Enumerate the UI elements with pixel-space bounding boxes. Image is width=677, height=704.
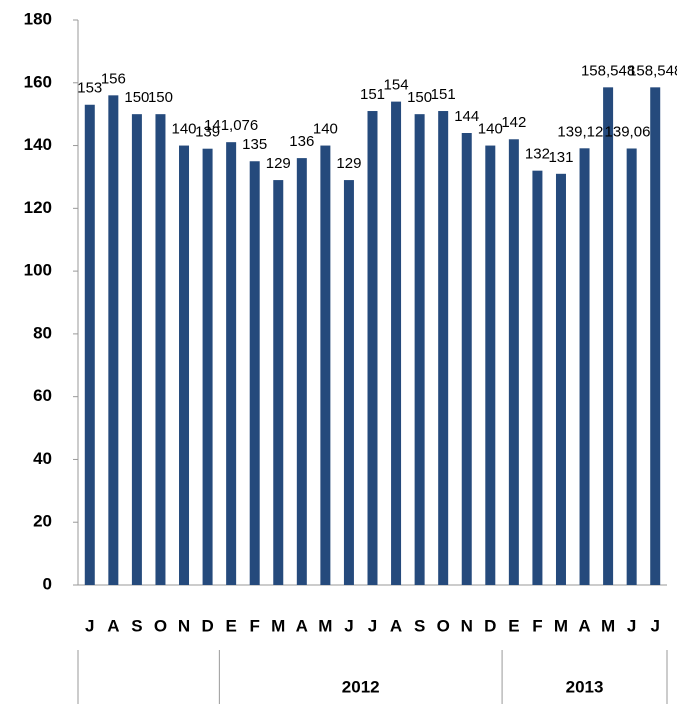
bar bbox=[320, 145, 331, 586]
value-label: 156 bbox=[101, 70, 126, 87]
x-tick-label: O bbox=[437, 616, 450, 635]
bar bbox=[273, 180, 284, 586]
value-label: 153 bbox=[77, 80, 102, 97]
value-label: 150 bbox=[407, 89, 432, 106]
value-label: 158,548 bbox=[628, 62, 677, 79]
bar bbox=[155, 114, 166, 586]
x-tick-label: D bbox=[484, 616, 496, 635]
bar bbox=[131, 114, 142, 586]
group-label: 2012 bbox=[342, 677, 380, 696]
value-label: 136 bbox=[289, 133, 314, 150]
x-tick-label: A bbox=[296, 616, 308, 635]
bar bbox=[438, 111, 449, 586]
value-label: 139,124 bbox=[557, 123, 611, 140]
value-label: 129 bbox=[266, 155, 291, 172]
bar bbox=[202, 148, 213, 585]
value-label: 158,548 bbox=[581, 62, 635, 79]
value-label: 141,076 bbox=[204, 117, 258, 134]
x-tick-label: D bbox=[201, 616, 213, 635]
value-label: 140 bbox=[313, 121, 338, 138]
x-tick-label: F bbox=[532, 616, 542, 635]
value-label: 154 bbox=[384, 77, 409, 94]
bar bbox=[296, 158, 307, 585]
value-label: 150 bbox=[124, 89, 149, 106]
value-label: 135 bbox=[242, 136, 267, 153]
x-tick-label: O bbox=[154, 616, 167, 635]
value-label: 139,064 bbox=[605, 123, 659, 140]
y-tick-label: 20 bbox=[33, 512, 52, 531]
x-tick-label: J bbox=[344, 616, 353, 635]
x-tick-label: E bbox=[225, 616, 236, 635]
x-tick-label: M bbox=[554, 616, 568, 635]
bar bbox=[579, 148, 590, 585]
bar bbox=[226, 142, 237, 586]
x-tick-label: J bbox=[85, 616, 94, 635]
y-tick-label: 180 bbox=[24, 9, 52, 28]
value-label: 139 bbox=[195, 124, 220, 141]
value-label: 132 bbox=[525, 146, 550, 163]
x-tick-label: A bbox=[107, 616, 119, 635]
bar bbox=[485, 145, 496, 586]
bar bbox=[650, 87, 661, 585]
value-label: 144 bbox=[454, 108, 479, 125]
x-tick-label: E bbox=[508, 616, 519, 635]
x-tick-label: N bbox=[461, 616, 473, 635]
x-tick-label: J bbox=[368, 616, 377, 635]
bar bbox=[626, 148, 637, 585]
bar bbox=[414, 114, 425, 586]
bar bbox=[179, 145, 190, 586]
x-tick-label: M bbox=[318, 616, 332, 635]
y-tick-label: 80 bbox=[33, 323, 52, 342]
bar bbox=[249, 161, 260, 585]
value-label: 151 bbox=[360, 86, 385, 103]
y-tick-label: 160 bbox=[24, 72, 52, 91]
x-tick-label: A bbox=[390, 616, 402, 635]
x-tick-label: S bbox=[414, 616, 425, 635]
bar bbox=[84, 104, 95, 585]
bar bbox=[367, 111, 378, 586]
y-tick-label: 60 bbox=[33, 386, 52, 405]
y-tick-label: 120 bbox=[24, 198, 52, 217]
bar bbox=[555, 173, 566, 586]
y-tick-label: 0 bbox=[43, 574, 52, 593]
value-label: 131 bbox=[548, 149, 573, 166]
x-tick-label: A bbox=[578, 616, 590, 635]
value-label: 150 bbox=[148, 89, 173, 106]
x-tick-label: M bbox=[601, 616, 615, 635]
bar bbox=[461, 133, 472, 585]
x-tick-label: S bbox=[131, 616, 142, 635]
x-tick-label: J bbox=[627, 616, 636, 635]
y-tick-label: 140 bbox=[24, 135, 52, 154]
value-label: 142 bbox=[501, 114, 526, 131]
bar bbox=[108, 95, 119, 585]
bar bbox=[343, 180, 354, 586]
x-tick-label: F bbox=[250, 616, 260, 635]
value-label: 151 bbox=[431, 86, 456, 103]
value-label: 129 bbox=[336, 155, 361, 172]
bar bbox=[508, 139, 519, 585]
bar bbox=[603, 87, 614, 585]
bar bbox=[391, 101, 402, 585]
bar bbox=[532, 170, 543, 585]
value-label: 140 bbox=[172, 121, 197, 138]
x-tick-label: M bbox=[271, 616, 285, 635]
group-label: 2013 bbox=[566, 677, 604, 696]
x-tick-label: N bbox=[178, 616, 190, 635]
y-tick-label: 100 bbox=[24, 261, 52, 280]
value-label: 140 bbox=[478, 121, 503, 138]
x-tick-label: J bbox=[650, 616, 659, 635]
y-tick-label: 40 bbox=[33, 449, 52, 468]
